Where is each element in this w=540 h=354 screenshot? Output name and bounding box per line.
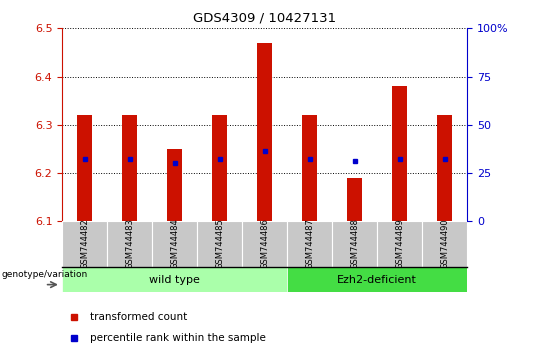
Text: GSM744489: GSM744489 bbox=[395, 218, 404, 269]
Text: GSM744490: GSM744490 bbox=[440, 218, 449, 269]
Text: GSM744488: GSM744488 bbox=[350, 218, 359, 269]
Text: GSM744484: GSM744484 bbox=[170, 218, 179, 269]
Bar bbox=[437, 115, 453, 221]
Bar bbox=[347, 178, 362, 221]
Title: GDS4309 / 10427131: GDS4309 / 10427131 bbox=[193, 11, 336, 24]
Text: genotype/variation: genotype/variation bbox=[1, 270, 87, 279]
Bar bbox=[377, 221, 422, 267]
Bar bbox=[256, 43, 273, 221]
Bar bbox=[62, 221, 107, 267]
Bar bbox=[212, 115, 227, 221]
Text: percentile rank within the sample: percentile rank within the sample bbox=[91, 332, 266, 343]
Bar bbox=[62, 267, 287, 292]
Text: GSM744483: GSM744483 bbox=[125, 218, 134, 269]
Text: transformed count: transformed count bbox=[91, 312, 188, 322]
Bar bbox=[392, 86, 408, 221]
Bar bbox=[167, 149, 183, 221]
Bar bbox=[287, 221, 332, 267]
Bar bbox=[332, 221, 377, 267]
Text: GSM744486: GSM744486 bbox=[260, 218, 269, 269]
Bar bbox=[122, 115, 138, 221]
Text: Ezh2-deficient: Ezh2-deficient bbox=[337, 275, 417, 285]
Text: GSM744487: GSM744487 bbox=[305, 218, 314, 269]
Text: wild type: wild type bbox=[149, 275, 200, 285]
Bar bbox=[107, 221, 152, 267]
Bar bbox=[302, 115, 318, 221]
Bar bbox=[152, 221, 197, 267]
Bar bbox=[242, 221, 287, 267]
Text: GSM744485: GSM744485 bbox=[215, 218, 224, 269]
Bar bbox=[77, 115, 92, 221]
Bar bbox=[197, 221, 242, 267]
Bar bbox=[422, 221, 467, 267]
Bar bbox=[287, 267, 467, 292]
Text: GSM744482: GSM744482 bbox=[80, 218, 89, 269]
